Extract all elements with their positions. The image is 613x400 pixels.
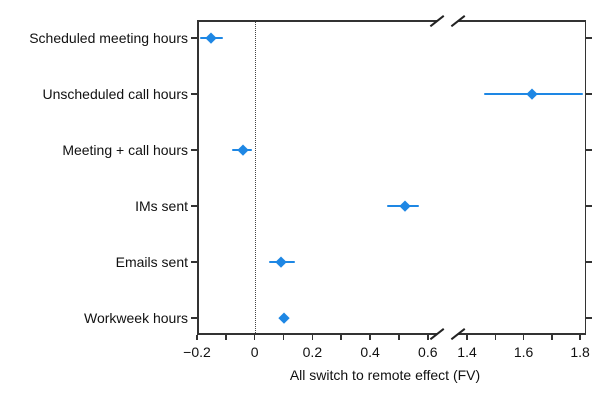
- x-tick-label: 0.4: [360, 344, 380, 360]
- data-point-diamond: [278, 312, 290, 324]
- x-tick: [522, 334, 525, 340]
- category-label: Emails sent: [115, 253, 188, 270]
- y-tick-right: [586, 317, 592, 319]
- y-tick-left: [191, 261, 197, 263]
- y-tick-left: [191, 205, 197, 207]
- x-tick: [225, 334, 227, 340]
- category-label: Scheduled meeting hours: [29, 29, 188, 46]
- y-axis-left-spine: [197, 20, 199, 335]
- y-tick-left: [191, 37, 197, 39]
- x-tick-label: 1.8: [570, 344, 590, 360]
- x-tick-label: −0.2: [183, 344, 211, 360]
- data-point-diamond: [526, 88, 538, 100]
- x-tick: [253, 334, 256, 340]
- y-tick-right: [586, 205, 592, 207]
- data-point-diamond: [205, 32, 217, 44]
- data-point-diamond: [399, 200, 411, 212]
- y-tick-right: [586, 93, 592, 95]
- data-point-diamond: [237, 144, 249, 156]
- x-tick-label: 0: [250, 344, 259, 360]
- x-tick-label: 0.2: [302, 344, 323, 360]
- x-tick: [579, 334, 581, 340]
- x-tick: [340, 334, 342, 340]
- y-tick-right: [586, 37, 592, 39]
- x-tick: [398, 334, 400, 340]
- x-tick: [466, 334, 468, 340]
- x-tick: [311, 334, 314, 340]
- x-tick-label: 1.6: [513, 344, 534, 360]
- y-tick-right: [586, 149, 592, 151]
- x-axis-top-line: [458, 20, 586, 22]
- x-tick-label: 1.4: [457, 344, 477, 360]
- y-axis-right-spine: [584, 20, 586, 335]
- x-tick: [196, 334, 198, 340]
- x-tick: [494, 334, 497, 340]
- y-tick-left: [191, 93, 197, 95]
- y-tick-right: [586, 261, 592, 263]
- y-tick-left: [191, 317, 197, 319]
- x-tick: [551, 334, 553, 340]
- category-label: IMs sent: [135, 197, 188, 214]
- x-tick-label: 0.6: [418, 344, 438, 360]
- x-tick: [427, 334, 429, 340]
- x-axis-bottom-line: [197, 333, 437, 335]
- x-tick: [282, 334, 285, 340]
- category-label: Workweek hours: [83, 309, 188, 326]
- x-tick: [369, 334, 371, 340]
- category-label: Unscheduled call hours: [42, 85, 188, 102]
- zero-reference-line: [254, 21, 256, 333]
- data-point-diamond: [275, 256, 287, 268]
- x-axis-top-line: [197, 20, 437, 22]
- y-tick-left: [191, 149, 197, 151]
- category-label: Meeting + call hours: [62, 141, 188, 158]
- x-axis-title: All switch to remote effect (FV): [289, 367, 481, 383]
- x-axis-bottom-line: [458, 333, 586, 335]
